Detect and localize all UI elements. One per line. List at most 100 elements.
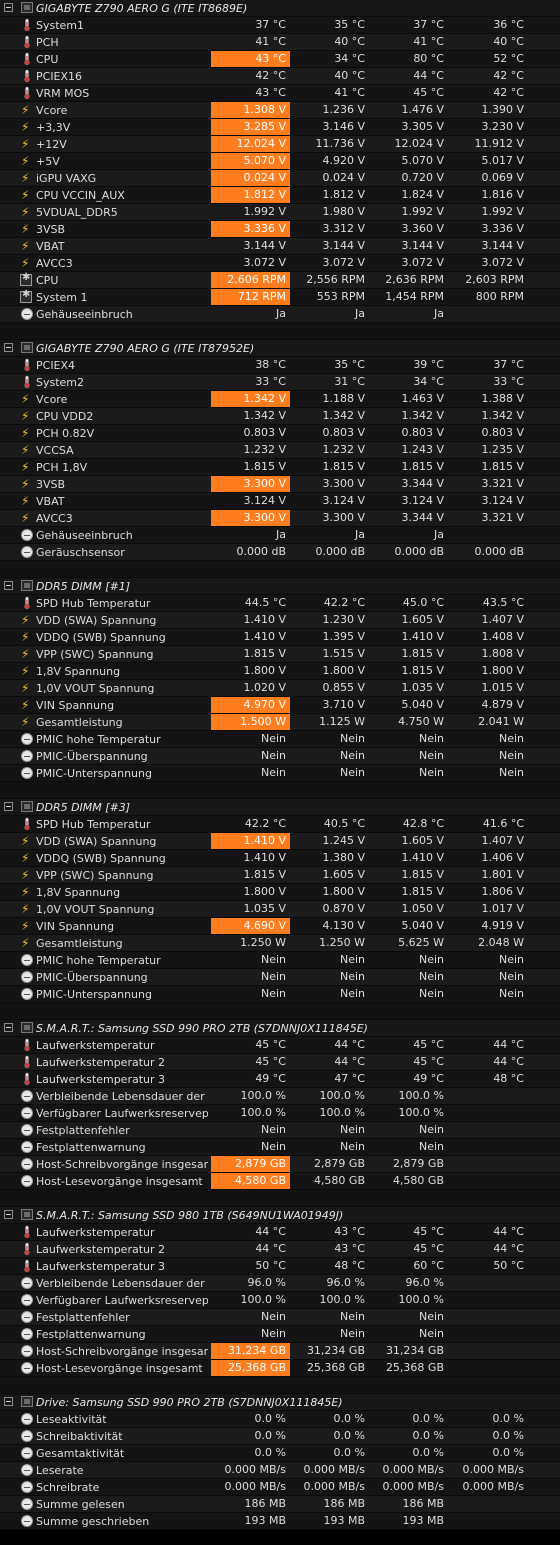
sensor-row-spd-hub-temperatur[interactable]: SPD Hub Temperatur 44.5 °C 42.2 °C 45.0 °C 4…	[0, 595, 560, 612]
sensor-row-igpu-vaxg[interactable]: ⚡ iGPU VAXG 0.024 V 0.024 V 0.720 V 0.069 V	[0, 170, 560, 187]
sensor-row-laufwerkstemperatur-2[interactable]: Laufwerkstemperatur 2 44 °C 43 °C 45 °C 44 °…	[0, 1241, 560, 1258]
sensor-row-5v[interactable]: ⚡ +5V 5.070 V 4.920 V 5.070 V 5.017 V	[0, 153, 560, 170]
current-value: 3.300 V	[211, 510, 290, 526]
sensor-row-system1[interactable]: System1 37 °C 35 °C 37 °C 36 °C	[0, 17, 560, 34]
sensor-row-vccsa[interactable]: ⚡ VCCSA 1.232 V 1.232 V 1.243 V 1.235 V	[0, 442, 560, 459]
sensor-row-gehäuseeinbruch[interactable]: Gehäuseeinbruch Ja Ja Ja	[0, 527, 560, 544]
maximum-value: 0.000 MB/s	[382, 1463, 444, 1476]
sensor-row-laufwerkstemperatur-3[interactable]: Laufwerkstemperatur 3 49 °C 47 °C 49 °C 48 °…	[0, 1071, 560, 1088]
sensor-row-system2[interactable]: System2 33 °C 31 °C 34 °C 33 °C	[0, 374, 560, 391]
sensor-row-festplattenwarnung[interactable]: Festplattenwarnung Nein Nein Nein	[0, 1139, 560, 1156]
sensor-row-gehäuseeinbruch[interactable]: Gehäuseeinbruch Ja Ja Ja	[0, 306, 560, 323]
sensor-label: Vcore	[36, 104, 68, 117]
sensor-row-gesamtaktivität[interactable]: Gesamtaktivität 0.0 % 0.0 % 0.0 % 0.0 %	[0, 1445, 560, 1462]
sensor-row-summe-geschrieben[interactable]: Summe geschrieben 193 MB 193 MB 193 MB	[0, 1513, 560, 1530]
sensor-row-festplattenwarnung[interactable]: Festplattenwarnung Nein Nein Nein	[0, 1326, 560, 1343]
sensor-row-12v[interactable]: ⚡ +12V 12.024 V 11.736 V 12.024 V 11.912 V	[0, 136, 560, 153]
sensor-group-header[interactable]: Drive: Samsung SSD 990 PRO 2TB (S7DNNJ0X…	[0, 1394, 560, 1411]
collapse-toggle-icon[interactable]	[4, 1023, 13, 1032]
sensor-row-pmic-unterspannung[interactable]: PMIC-Unterspannung Nein Nein Nein Nein	[0, 765, 560, 782]
sensor-row-vin-spannung[interactable]: ⚡ VIN Spannung 4.970 V 3.710 V 5.040 V 4.879 …	[0, 697, 560, 714]
sensor-row-3vsb[interactable]: ⚡ 3VSB 3.336 V 3.312 V 3.360 V 3.336 V	[0, 221, 560, 238]
sensor-group-header[interactable]: DDR5 DIMM [#3]	[0, 799, 560, 816]
sensor-row-leseaktivität[interactable]: Leseaktivität 0.0 % 0.0 % 0.0 % 0.0 %	[0, 1411, 560, 1428]
sensor-row-gesamtleistung[interactable]: ⚡ Gesamtleistung 1.250 W 1.250 W 5.625 W 2.04…	[0, 935, 560, 952]
sensor-row-vrm-mos[interactable]: VRM MOS 43 °C 41 °C 45 °C 42 °C	[0, 85, 560, 102]
sensor-row-pciex4[interactable]: PCIEX4 38 °C 35 °C 39 °C 37 °C	[0, 357, 560, 374]
sensor-row-verfügbarer-laufwerksreserveplatz[interactable]: Verfügbarer Laufwerksreserveplatz 100.0 %…	[0, 1292, 560, 1309]
sensor-row-host-lesevorgänge-insgesamt[interactable]: Host-Lesevorgänge insgesamt 25,368 GB 25,3…	[0, 1360, 560, 1377]
sensor-row-schreibrate[interactable]: Schreibrate 0.000 MB/s 0.000 MB/s 0.000 MB/…	[0, 1479, 560, 1496]
sensor-row-1-0v-vout-spannung[interactable]: ⚡ 1,0V VOUT Spannung 1.020 V 0.855 V 1.035 V…	[0, 680, 560, 697]
sensor-row-gesamtleistung[interactable]: ⚡ Gesamtleistung 1.500 W 1.125 W 4.750 W 2.04…	[0, 714, 560, 731]
voltage-bolt-icon: ⚡	[21, 409, 30, 423]
sensor-row-laufwerkstemperatur-2[interactable]: Laufwerkstemperatur 2 45 °C 44 °C 45 °C 44 °…	[0, 1054, 560, 1071]
sensor-row-vdd-swa-spannung[interactable]: ⚡ VDD (SWA) Spannung 1.410 V 1.245 V 1.605 V…	[0, 833, 560, 850]
sensor-row-host-schreibvorgänge-insgesamt[interactable]: Host-Schreibvorgänge insgesamt 31,234 GB 3…	[0, 1343, 560, 1360]
sensor-row-verbleibende-lebensdauer-der-f[interactable]: Verbleibende Lebensdauer der F... 100.0 %…	[0, 1088, 560, 1105]
collapse-toggle-icon[interactable]	[4, 1397, 13, 1406]
sensor-group-header[interactable]: GIGABYTE Z790 AERO G (ITE IT8689E)	[0, 0, 560, 17]
sensor-row-festplattenfehler[interactable]: Festplattenfehler Nein Nein Nein	[0, 1122, 560, 1139]
sensor-row-verbleibende-lebensdauer-der-f[interactable]: Verbleibende Lebensdauer der F... 96.0 % 9…	[0, 1275, 560, 1292]
sensor-group-header[interactable]: S.M.A.R.T.: Samsung SSD 980 1TB (S649NU1…	[0, 1207, 560, 1224]
sensor-row-vdd-swa-spannung[interactable]: ⚡ VDD (SWA) Spannung 1.410 V 1.230 V 1.605 V…	[0, 612, 560, 629]
current-value: 186 MB	[244, 1497, 286, 1510]
sensor-row-leserate[interactable]: Leserate 0.000 MB/s 0.000 MB/s 0.000 MB/s 0.…	[0, 1462, 560, 1479]
sensor-row-pch-1-8v[interactable]: ⚡ PCH 1,8V 1.815 V 1.815 V 1.815 V 1.815 V	[0, 459, 560, 476]
collapse-toggle-icon[interactable]	[4, 343, 13, 352]
collapse-toggle-icon[interactable]	[4, 581, 13, 590]
sensor-row-vin-spannung[interactable]: ⚡ VIN Spannung 4.690 V 4.130 V 5.040 V 4.919 …	[0, 918, 560, 935]
sensor-row-pciex16[interactable]: PCIEX16 42 °C 40 °C 44 °C 42 °C	[0, 68, 560, 85]
sensor-row-schreibaktivität[interactable]: Schreibaktivität 0.0 % 0.0 % 0.0 % 0.0 %	[0, 1428, 560, 1445]
sensor-row-cpu-vccin-aux[interactable]: ⚡ CPU VCCIN_AUX 1.812 V 1.812 V 1.824 V 1.816…	[0, 187, 560, 204]
sensor-row-summe-gelesen[interactable]: Summe gelesen 186 MB 186 MB 186 MB	[0, 1496, 560, 1513]
sensor-row-host-lesevorgänge-insgesamt[interactable]: Host-Lesevorgänge insgesamt 4,580 GB 4,580…	[0, 1173, 560, 1190]
sensor-row-vpp-swc-spannung[interactable]: ⚡ VPP (SWC) Spannung 1.815 V 1.605 V 1.815 V…	[0, 867, 560, 884]
sensor-group-header[interactable]: DDR5 DIMM [#1]	[0, 578, 560, 595]
sensor-row-vddq-swb-spannung[interactable]: ⚡ VDDQ (SWB) Spannung 1.410 V 1.395 V 1.410 …	[0, 629, 560, 646]
sensor-row-pch-0-82v[interactable]: ⚡ PCH 0.82V 0.803 V 0.803 V 0.803 V 0.803 V	[0, 425, 560, 442]
sensor-row-3-3v[interactable]: ⚡ +3,3V 3.285 V 3.146 V 3.305 V 3.230 V	[0, 119, 560, 136]
sensor-row-spd-hub-temperatur[interactable]: SPD Hub Temperatur 42.2 °C 40.5 °C 42.8 °C 4…	[0, 816, 560, 833]
sensor-row-vbat[interactable]: ⚡ VBAT 3.124 V 3.124 V 3.124 V 3.124 V	[0, 493, 560, 510]
sensor-row-avcc3[interactable]: ⚡ AVCC3 3.300 V 3.300 V 3.344 V 3.321 V	[0, 510, 560, 527]
collapse-toggle-icon[interactable]	[4, 3, 13, 12]
sensor-row-pmic-hohe-temperatur[interactable]: PMIC hohe Temperatur Nein Nein Nein Nein	[0, 731, 560, 748]
sensor-row-cpu[interactable]: CPU 2,606 RPM 2,556 RPM 2,636 RPM 2,603 RPM	[0, 272, 560, 289]
sensor-row-1-8v-spannung[interactable]: ⚡ 1,8V Spannung 1.800 V 1.800 V 1.815 V 1.800…	[0, 663, 560, 680]
sensor-row-host-schreibvorgänge-insgesamt[interactable]: Host-Schreibvorgänge insgesamt 2,879 GB 2,…	[0, 1156, 560, 1173]
sensor-group-header[interactable]: S.M.A.R.T.: Samsung SSD 990 PRO 2TB (S7D…	[0, 1020, 560, 1037]
voltage-bolt-icon: ⚡	[21, 460, 30, 474]
sensor-row-1-0v-vout-spannung[interactable]: ⚡ 1,0V VOUT Spannung 1.035 V 0.870 V 1.050 V…	[0, 901, 560, 918]
sensor-row-3vsb[interactable]: ⚡ 3VSB 3.300 V 3.300 V 3.344 V 3.321 V	[0, 476, 560, 493]
sensor-row-pmic-unterspannung[interactable]: PMIC-Unterspannung Nein Nein Nein Nein	[0, 986, 560, 1003]
sensor-row-pmic-überspannung[interactable]: PMIC-Überspannung Nein Nein Nein Nein	[0, 969, 560, 986]
sensor-row-vcore[interactable]: ⚡ Vcore 1.308 V 1.236 V 1.476 V 1.390 V	[0, 102, 560, 119]
sensor-row-vpp-swc-spannung[interactable]: ⚡ VPP (SWC) Spannung 1.815 V 1.515 V 1.815 V…	[0, 646, 560, 663]
sensor-row-5vdual-ddr5[interactable]: ⚡ 5VDUAL_DDR5 1.992 V 1.980 V 1.992 V 1.992 V	[0, 204, 560, 221]
minimum-value: 1.232 V	[322, 443, 365, 456]
sensor-row-pch[interactable]: PCH 41 °C 40 °C 41 °C 40 °C	[0, 34, 560, 51]
sensor-row-system-1[interactable]: System 1 712 RPM 553 RPM 1,454 RPM 800 RPM	[0, 289, 560, 306]
collapse-toggle-icon[interactable]	[4, 802, 13, 811]
sensor-row-laufwerkstemperatur-3[interactable]: Laufwerkstemperatur 3 50 °C 48 °C 60 °C 50 °…	[0, 1258, 560, 1275]
sensor-row-verfügbarer-laufwerksreserveplatz[interactable]: Verfügbarer Laufwerksreserveplatz 100.0 %…	[0, 1105, 560, 1122]
maximum-value: 3.344 V	[401, 477, 444, 490]
sensor-row-pmic-überspannung[interactable]: PMIC-Überspannung Nein Nein Nein Nein	[0, 748, 560, 765]
sensor-row-laufwerkstemperatur[interactable]: Laufwerkstemperatur 44 °C 43 °C 45 °C 44 °C	[0, 1224, 560, 1241]
sensor-row-vcore[interactable]: ⚡ Vcore 1.342 V 1.188 V 1.463 V 1.388 V	[0, 391, 560, 408]
sensor-row-vbat[interactable]: ⚡ VBAT 3.144 V 3.144 V 3.144 V 3.144 V	[0, 238, 560, 255]
sensor-row-laufwerkstemperatur[interactable]: Laufwerkstemperatur 45 °C 44 °C 45 °C 44 °C	[0, 1037, 560, 1054]
sensor-row-1-8v-spannung[interactable]: ⚡ 1,8V Spannung 1.800 V 1.800 V 1.815 V 1.806…	[0, 884, 560, 901]
sensor-row-festplattenfehler[interactable]: Festplattenfehler Nein Nein Nein	[0, 1309, 560, 1326]
average-value: 40 °C	[493, 35, 524, 48]
sensor-row-cpu[interactable]: CPU 43 °C 34 °C 80 °C 52 °C	[0, 51, 560, 68]
sensor-row-pmic-hohe-temperatur[interactable]: PMIC hohe Temperatur Nein Nein Nein Nein	[0, 952, 560, 969]
sensor-group-header[interactable]: GIGABYTE Z790 AERO G (ITE IT87952E)	[0, 340, 560, 357]
sensor-row-cpu-vdd2[interactable]: ⚡ CPU VDD2 1.342 V 1.342 V 1.342 V 1.342 V	[0, 408, 560, 425]
sensor-row-geräuschsensor[interactable]: Geräuschsensor 0.000 dB 0.000 dB 0.000 dB 0.…	[0, 544, 560, 561]
sensor-row-avcc3[interactable]: ⚡ AVCC3 3.072 V 3.072 V 3.072 V 3.072 V	[0, 255, 560, 272]
sensor-row-vddq-swb-spannung[interactable]: ⚡ VDDQ (SWB) Spannung 1.410 V 1.380 V 1.410 …	[0, 850, 560, 867]
collapse-toggle-icon[interactable]	[4, 1210, 13, 1219]
